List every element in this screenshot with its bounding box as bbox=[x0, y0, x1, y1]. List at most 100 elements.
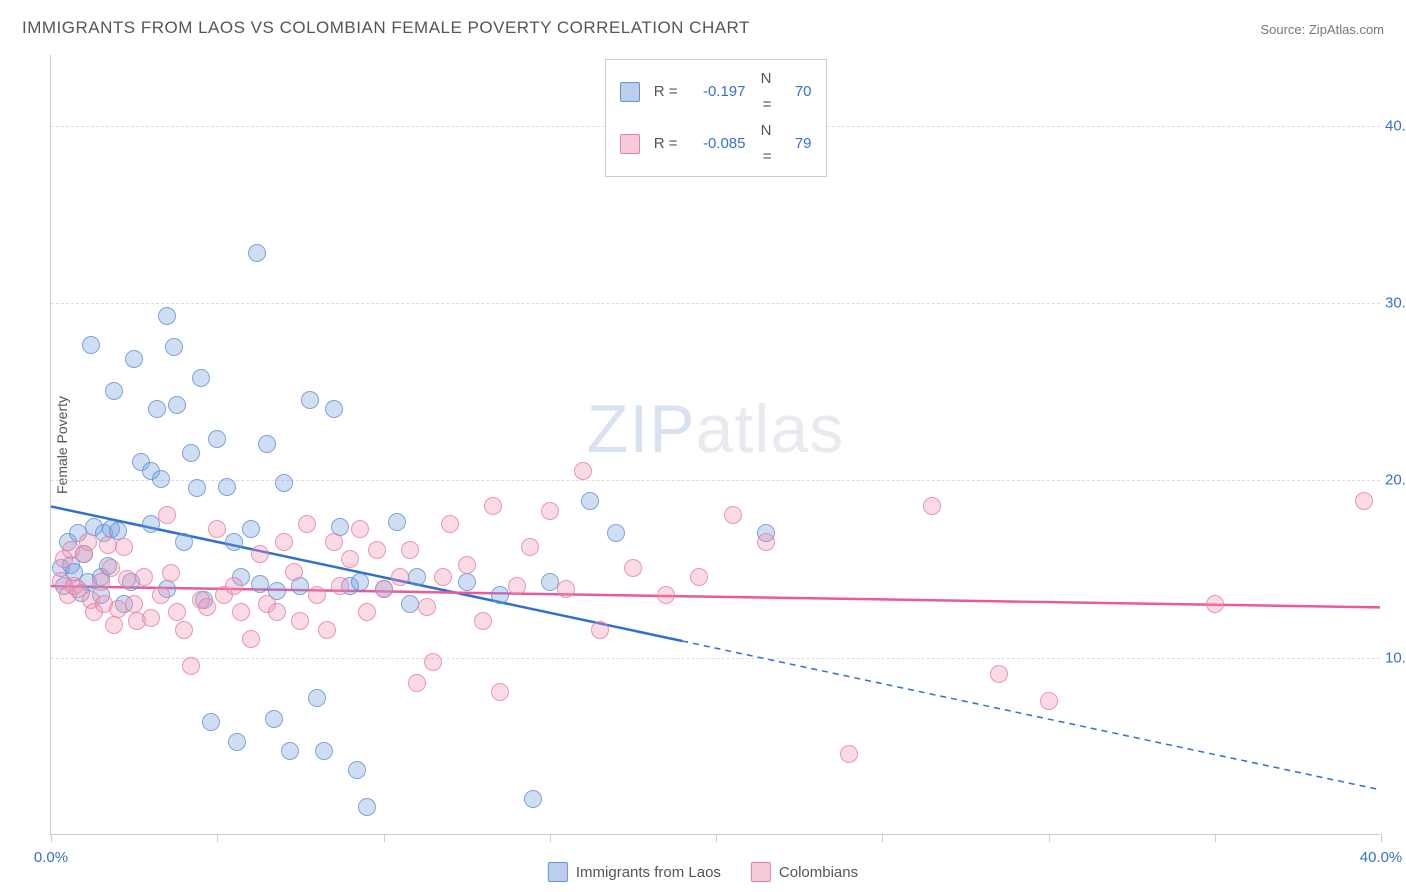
scatter-point bbox=[158, 506, 176, 524]
scatter-point bbox=[225, 533, 243, 551]
stats-row-colombians: R = -0.085 N = 79 bbox=[620, 118, 812, 170]
scatter-point bbox=[285, 563, 303, 581]
scatter-point bbox=[125, 350, 143, 368]
scatter-point bbox=[484, 497, 502, 515]
scatter-point bbox=[125, 595, 143, 613]
swatch-blue-icon bbox=[620, 82, 640, 102]
scatter-point bbox=[418, 598, 436, 616]
x-tick bbox=[882, 834, 883, 842]
scatter-point bbox=[79, 533, 97, 551]
scatter-point bbox=[724, 506, 742, 524]
x-tick-label: 40.0% bbox=[1360, 849, 1403, 866]
scatter-point bbox=[388, 513, 406, 531]
scatter-point bbox=[308, 586, 326, 604]
scatter-point bbox=[258, 435, 276, 453]
scatter-point bbox=[923, 497, 941, 515]
scatter-point bbox=[607, 524, 625, 542]
scatter-point bbox=[491, 683, 509, 701]
x-tick bbox=[1381, 834, 1382, 842]
stats-legend-box: R = -0.197 N = 70 R = -0.085 N = 79 bbox=[605, 59, 827, 177]
regression-line-solid bbox=[51, 586, 1380, 607]
scatter-point bbox=[348, 761, 366, 779]
scatter-point bbox=[424, 653, 442, 671]
scatter-point bbox=[218, 478, 236, 496]
scatter-point bbox=[840, 745, 858, 763]
scatter-point bbox=[168, 603, 186, 621]
x-tick bbox=[716, 834, 717, 842]
x-tick bbox=[1215, 834, 1216, 842]
scatter-point bbox=[188, 479, 206, 497]
scatter-point bbox=[458, 556, 476, 574]
scatter-point bbox=[232, 603, 250, 621]
scatter-point bbox=[225, 577, 243, 595]
grid-line bbox=[51, 480, 1380, 481]
legend-label-colombians: Colombians bbox=[779, 864, 858, 881]
scatter-point bbox=[242, 630, 260, 648]
x-tick bbox=[51, 834, 52, 842]
scatter-point bbox=[228, 733, 246, 751]
y-tick-label: 40.0% bbox=[1385, 117, 1406, 134]
bottom-legend: Immigrants from Laos Colombians bbox=[548, 862, 858, 882]
x-tick bbox=[550, 834, 551, 842]
x-tick-label: 0.0% bbox=[34, 849, 68, 866]
scatter-point bbox=[508, 577, 526, 595]
stats-row-laos: R = -0.197 N = 70 bbox=[620, 66, 812, 118]
scatter-point bbox=[541, 573, 559, 591]
chart-title: IMMIGRANTS FROM LAOS VS COLOMBIAN FEMALE… bbox=[22, 18, 750, 38]
scatter-point bbox=[202, 713, 220, 731]
scatter-point bbox=[491, 586, 509, 604]
y-axis-title: Female Poverty bbox=[54, 395, 70, 493]
scatter-point bbox=[298, 515, 316, 533]
scatter-point bbox=[208, 520, 226, 538]
scatter-point bbox=[325, 400, 343, 418]
scatter-point bbox=[182, 657, 200, 675]
swatch-pink-icon bbox=[751, 862, 771, 882]
scatter-point bbox=[162, 564, 180, 582]
scatter-point bbox=[251, 545, 269, 563]
scatter-point bbox=[118, 570, 136, 588]
swatch-pink-icon bbox=[620, 134, 640, 154]
scatter-point bbox=[757, 533, 775, 551]
scatter-point bbox=[358, 798, 376, 816]
scatter-point bbox=[198, 598, 216, 616]
scatter-point bbox=[248, 244, 266, 262]
scatter-point bbox=[591, 621, 609, 639]
y-tick-label: 20.0% bbox=[1385, 472, 1406, 489]
scatter-point bbox=[581, 492, 599, 510]
scatter-point bbox=[341, 550, 359, 568]
scatter-point bbox=[541, 502, 559, 520]
scatter-point bbox=[1040, 692, 1058, 710]
grid-line bbox=[51, 303, 1380, 304]
scatter-point bbox=[557, 580, 575, 598]
scatter-point bbox=[441, 515, 459, 533]
scatter-point bbox=[521, 538, 539, 556]
scatter-point bbox=[331, 577, 349, 595]
y-tick-label: 10.0% bbox=[1385, 649, 1406, 666]
r-label: R = bbox=[650, 131, 678, 157]
y-tick-label: 30.0% bbox=[1385, 295, 1406, 312]
x-tick bbox=[217, 834, 218, 842]
scatter-point bbox=[624, 559, 642, 577]
legend-item-colombians: Colombians bbox=[751, 862, 858, 882]
scatter-point bbox=[148, 400, 166, 418]
n-value-colombians: 79 bbox=[782, 131, 812, 157]
r-value-laos: -0.197 bbox=[688, 79, 746, 105]
scatter-point bbox=[105, 616, 123, 634]
x-tick bbox=[384, 834, 385, 842]
scatter-point bbox=[574, 462, 592, 480]
watermark: ZIPatlas bbox=[587, 390, 844, 468]
chart-plot-area: Female Poverty ZIPatlas 10.0%20.0%30.0%4… bbox=[50, 55, 1380, 835]
scatter-point bbox=[391, 568, 409, 586]
scatter-point bbox=[175, 533, 193, 551]
scatter-point bbox=[168, 396, 186, 414]
scatter-point bbox=[1355, 492, 1373, 510]
scatter-point bbox=[281, 742, 299, 760]
scatter-point bbox=[265, 710, 283, 728]
scatter-point bbox=[301, 391, 319, 409]
scatter-point bbox=[152, 470, 170, 488]
n-label: N = bbox=[756, 66, 772, 118]
n-label: N = bbox=[756, 118, 772, 170]
scatter-point bbox=[315, 742, 333, 760]
scatter-point bbox=[135, 568, 153, 586]
scatter-point bbox=[268, 603, 286, 621]
